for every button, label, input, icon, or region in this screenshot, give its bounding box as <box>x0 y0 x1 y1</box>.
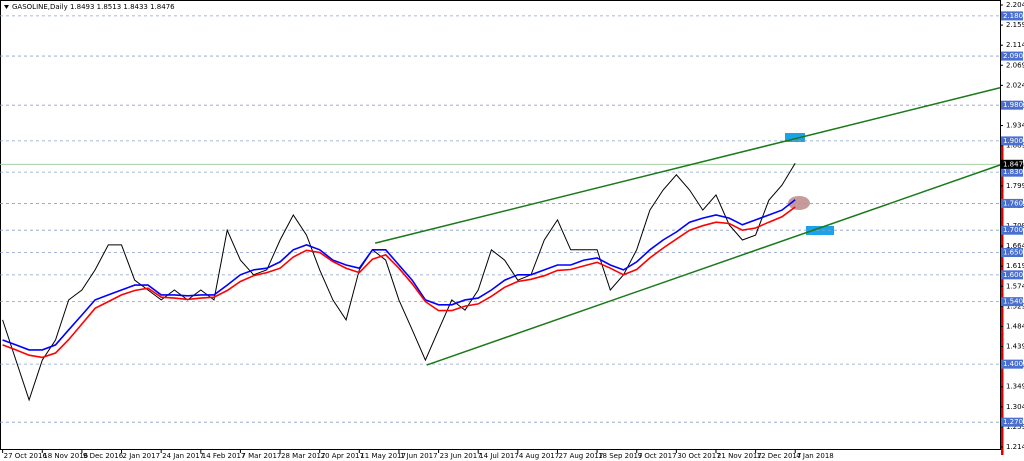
y-tick-label: 1.4844 <box>1006 322 1024 330</box>
x-tick-label: 27 Oct 2016 <box>4 452 48 460</box>
menu-icon <box>4 5 9 9</box>
x-tick-label: 14 Jul 2017 <box>479 452 519 460</box>
level-label: 2.0900 <box>1003 52 1024 60</box>
current-price-bg <box>1001 159 1023 169</box>
highlight-circle <box>788 196 810 210</box>
y-tick-label: 1.4394 <box>1006 343 1024 351</box>
x-tick-label: 23 Jun 2017 <box>440 452 482 460</box>
level-label: 1.8300 <box>1003 168 1024 176</box>
y-tick-label: 2.2044 <box>1006 1 1024 9</box>
x-tick-label: 2 Jan 2017 <box>123 452 161 460</box>
level-label-bg <box>1001 225 1023 235</box>
y-tick-label: 1.3494 <box>1006 383 1024 391</box>
x-tick-label: 28 Mar 2017 <box>281 452 325 460</box>
level-label-bg <box>1001 198 1023 208</box>
x-tick-label: 30 Oct 2017 <box>677 452 720 460</box>
level-label: 1.6000 <box>1003 271 1024 279</box>
y-tick-label: 2.0694 <box>1006 61 1024 69</box>
level-label-bg <box>1001 297 1023 307</box>
y-tick-label: 1.9344 <box>1006 122 1024 130</box>
level-label: 1.2700 <box>1003 418 1024 426</box>
level-label-bg <box>1001 11 1023 21</box>
y-tick-label: 1.5744 <box>1006 282 1024 290</box>
x-tick-label: 18 Nov 2016 <box>43 452 88 460</box>
level-label-bg <box>1001 167 1023 177</box>
y-tick-label: 1.2144 <box>1006 443 1024 451</box>
x-tick-label: 4 Aug 2017 <box>519 452 559 460</box>
x-tick-label: 20 Apr 2017 <box>321 452 364 460</box>
y-tick-label: 2.0244 <box>1006 81 1024 89</box>
y-tick-label: 1.5294 <box>1006 302 1024 310</box>
level-label-bg <box>1001 248 1023 258</box>
y-tick-label: 1.8894 <box>1006 142 1024 150</box>
y-tick-label: 2.1144 <box>1006 41 1024 49</box>
x-tick-label: 14 Feb 2017 <box>202 452 246 460</box>
y-tick-label: 1.6194 <box>1006 262 1024 270</box>
level-label-bg <box>1001 359 1023 369</box>
x-tick-label: 27 Aug 2017 <box>558 452 603 460</box>
level-label: 1.4000 <box>1003 360 1024 368</box>
y-tick-label: 1.6644 <box>1006 242 1024 250</box>
current-price-label: 1.8476 <box>1003 160 1024 168</box>
x-tick-label: 12 Dec 2017 <box>757 452 802 460</box>
level-label: 1.9800 <box>1003 101 1024 109</box>
y-tick-label: 2.1594 <box>1006 21 1024 29</box>
x-tick-label: 21 Nov 2017 <box>717 452 762 460</box>
level-label: 1.7600 <box>1003 199 1024 207</box>
highlight-box <box>785 133 805 142</box>
x-tick-label: 1 Jun 2017 <box>400 452 438 460</box>
level-label-bg <box>1001 51 1023 61</box>
plot-frame <box>0 0 1001 450</box>
series-line <box>2 199 796 351</box>
level-label-bg <box>1001 100 1023 110</box>
level-label: 1.7000 <box>1003 226 1024 234</box>
x-tick-label: 11 May 2017 <box>360 452 406 460</box>
y-tick-label: 1.7994 <box>1006 182 1024 190</box>
series-line <box>2 162 796 402</box>
level-label: 1.5400 <box>1003 298 1024 306</box>
level-label: 1.6500 <box>1003 249 1024 257</box>
x-tick-label: 4 Jan 2018 <box>796 452 834 460</box>
highlight-box <box>806 226 834 235</box>
level-label: 1.9000 <box>1003 137 1024 145</box>
level-label-bg <box>1001 270 1023 280</box>
series-line <box>2 206 796 359</box>
level-label-bg <box>1001 136 1023 146</box>
x-tick-label: 7 Mar 2017 <box>241 452 281 460</box>
chart-title: GASOLINE,Daily 1.8493 1.8513 1.8433 1.84… <box>12 3 175 11</box>
y-tick-label: 1.2594 <box>1006 423 1024 431</box>
x-tick-label: 24 Jan 2017 <box>162 452 204 460</box>
trendline <box>426 164 1001 366</box>
x-tick-label: 9 Oct 2017 <box>638 452 677 460</box>
level-label-bg <box>1001 417 1023 427</box>
trendline <box>374 87 1001 244</box>
level-label: 2.1800 <box>1003 12 1024 20</box>
x-tick-label: 18 Sep 2017 <box>598 452 642 460</box>
y-tick-label: 1.3044 <box>1006 403 1024 411</box>
x-tick-label: 9 Dec 2016 <box>83 452 124 460</box>
